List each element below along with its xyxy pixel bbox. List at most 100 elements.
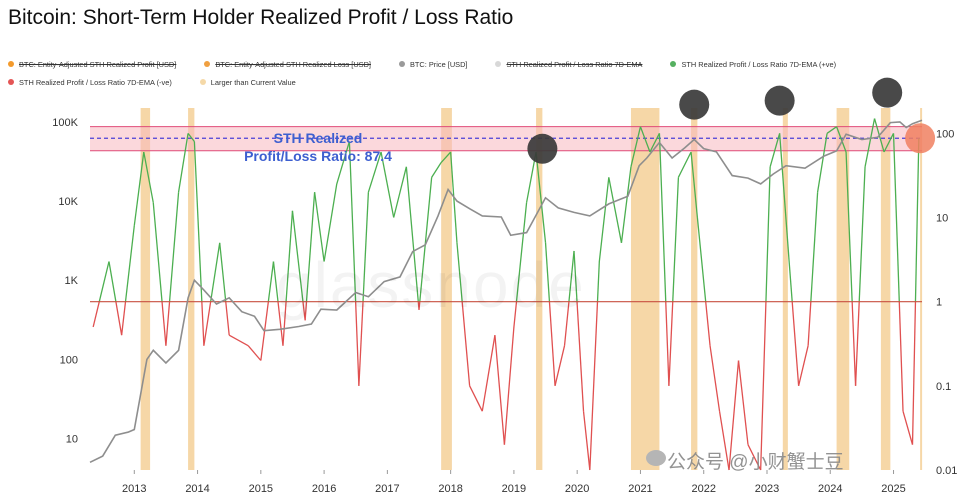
ratio-segment [92, 301, 100, 328]
ratio-segment [367, 151, 382, 193]
legend-item-larger-than-current[interactable]: Larger than Current Value [199, 78, 296, 87]
legend-item-sth-loss[interactable]: BTC: Entity-Adjusted STH Realized Loss [… [204, 60, 371, 69]
ratio-segment [219, 242, 227, 302]
ratio-segment [193, 141, 203, 302]
ratio-segment [672, 177, 680, 302]
ratio-segment [304, 301, 308, 321]
ratio-segment [165, 301, 171, 346]
legend-row-2: STH Realized Profit / Loss Ratio 7D-EMA … [8, 74, 898, 90]
peak-marker-circle [872, 77, 903, 108]
ratio-segment [858, 166, 866, 302]
highlight-period [920, 108, 923, 470]
ratio-segment [854, 301, 860, 386]
y-left-tick-label: 100K [52, 117, 78, 129]
ratio-segment [168, 192, 180, 302]
legend-dot-icon [8, 79, 14, 85]
price-series [89, 119, 923, 464]
ratio-segment [568, 250, 575, 302]
legend-dot-icon [204, 61, 211, 67]
ratio-segment [124, 225, 135, 302]
ratio-segment [282, 301, 287, 346]
ratio-segment [816, 133, 828, 193]
ratio-series [90, 118, 922, 471]
x-tick-label: 2016 [312, 483, 336, 495]
y-right-tick-label: 1 [936, 297, 942, 309]
ratio-segment [431, 162, 442, 178]
annotation-line-1: STH Realized [274, 130, 363, 146]
ratio-segment [835, 126, 847, 153]
ratio-segment [709, 345, 721, 412]
legend-label: STH Realized Profit / Loss Ratio 7D-EMA … [681, 59, 837, 69]
ratio-segment [548, 301, 556, 386]
ratio-segment [826, 126, 837, 134]
ratio-segment [143, 151, 154, 203]
legend-dot-icon [199, 79, 206, 85]
ratio-band [90, 126, 922, 152]
x-tick-label: 2014 [185, 483, 209, 495]
highlight-period [782, 108, 788, 470]
ratio-segment [914, 138, 920, 302]
ratio-segment [98, 261, 110, 302]
peak-marker-circle [527, 133, 558, 164]
ratio-segment [405, 166, 419, 302]
legend-label: STH Realized Profit / Loss Ratio 7D-EMA [506, 59, 643, 69]
x-tick-label: 2020 [565, 483, 589, 495]
ratio-segment [461, 301, 471, 386]
ratio-segment [291, 210, 304, 302]
legend-item-price[interactable]: BTC: Price [USD] [398, 59, 468, 69]
ratio-segment [883, 133, 895, 153]
ratio-segment [810, 192, 819, 302]
wechat-icon [646, 450, 666, 466]
highlight-period [441, 108, 452, 470]
ratio-segment [120, 301, 127, 336]
legend-item-ratio-ema[interactable]: STH Realized Profit / Loss Ratio 7D-EMA [495, 60, 642, 69]
ratio-segment [203, 301, 212, 346]
x-tick-label: 2015 [249, 483, 273, 495]
highlight-period [140, 108, 151, 470]
ratio-segment [544, 242, 551, 302]
ratio-segment [576, 301, 585, 412]
ratio-segment [228, 334, 249, 347]
y-right-tick-label: 0.01 [936, 465, 957, 477]
ratio-segment [649, 133, 661, 153]
x-tick-label: 2023 [755, 483, 779, 495]
ratio-segment [765, 166, 771, 302]
ratio-segment [133, 151, 145, 226]
ratio-segment [323, 183, 338, 262]
ratio-segment [769, 133, 781, 168]
legend-dot-icon [495, 61, 502, 67]
peak-marker-circle [679, 89, 710, 120]
ratio-segment [358, 301, 364, 386]
chart-axes: 10 100 1K 10K 100K 0.01 0.1 1 10 100 2013 2014 2015 2… [52, 117, 957, 495]
legend-item-ratio-positive[interactable]: STH Realized Profit / Loss Ratio 7D-EMA … [670, 60, 836, 69]
ratio-segment [589, 301, 599, 471]
ratio-segment [456, 242, 463, 302]
ratio-segment [108, 261, 117, 302]
ratio-segment [210, 242, 221, 302]
legend-label: BTC: Price [USD] [409, 59, 468, 69]
legend-item-sth-profit[interactable]: BTC: Entity-Adjusted STH Realized Profit… [8, 60, 176, 69]
ratio-segment [582, 411, 591, 471]
ratio-segment [481, 335, 496, 412]
ratio-segment [313, 192, 325, 262]
ratio-segment [348, 141, 357, 302]
peak-marker-circle [764, 85, 795, 116]
x-tick-label: 2025 [881, 483, 905, 495]
ratio-segment [187, 132, 195, 142]
ratio-segment [554, 345, 566, 386]
y-left-tick-label: 10 [66, 434, 78, 446]
ratio-segment [778, 133, 790, 262]
ratio-segment [608, 177, 623, 243]
ratio-segment [668, 301, 674, 386]
ratio-segment [380, 151, 395, 218]
ratio-segment [596, 261, 600, 302]
y-left-tick-label: 100 [60, 354, 78, 366]
ratio-segment [354, 301, 360, 386]
ratio-segment [747, 444, 762, 471]
ratio-segment [161, 301, 167, 346]
ratio-segment [639, 126, 651, 153]
x-tick-label: 2019 [502, 483, 526, 495]
legend-item-ratio-negative[interactable]: STH Realized Profit / Loss Ratio 7D-EMA … [8, 78, 172, 87]
ratio-segment [728, 360, 740, 471]
ratio-segment [892, 133, 900, 302]
